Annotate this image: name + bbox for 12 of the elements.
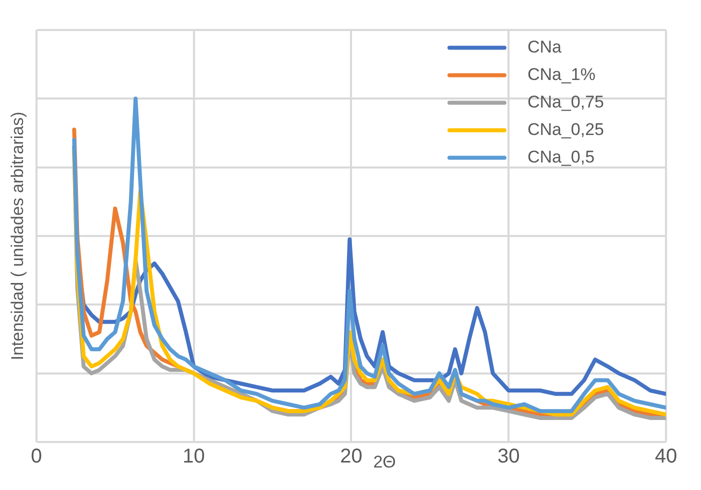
legend-label: CNa_0,25 xyxy=(527,120,604,139)
y-axis-title: Intensidad ( unidades arbitrarias) xyxy=(8,112,27,360)
legend-label: CNa_0,75 xyxy=(527,92,604,112)
x-tick-label: 0 xyxy=(30,446,42,468)
legend-label: CNa_0,5 xyxy=(527,147,595,166)
x-tick-label: 20 xyxy=(340,446,362,468)
legend-label: CNa xyxy=(527,37,562,56)
legend-label: CNa_1% xyxy=(527,64,596,84)
x-tick-label: 10 xyxy=(182,446,205,468)
x-axis-title: 2Θ xyxy=(373,452,396,472)
x-tick-label: 40 xyxy=(654,446,678,468)
x-tick-label: 30 xyxy=(497,446,520,468)
